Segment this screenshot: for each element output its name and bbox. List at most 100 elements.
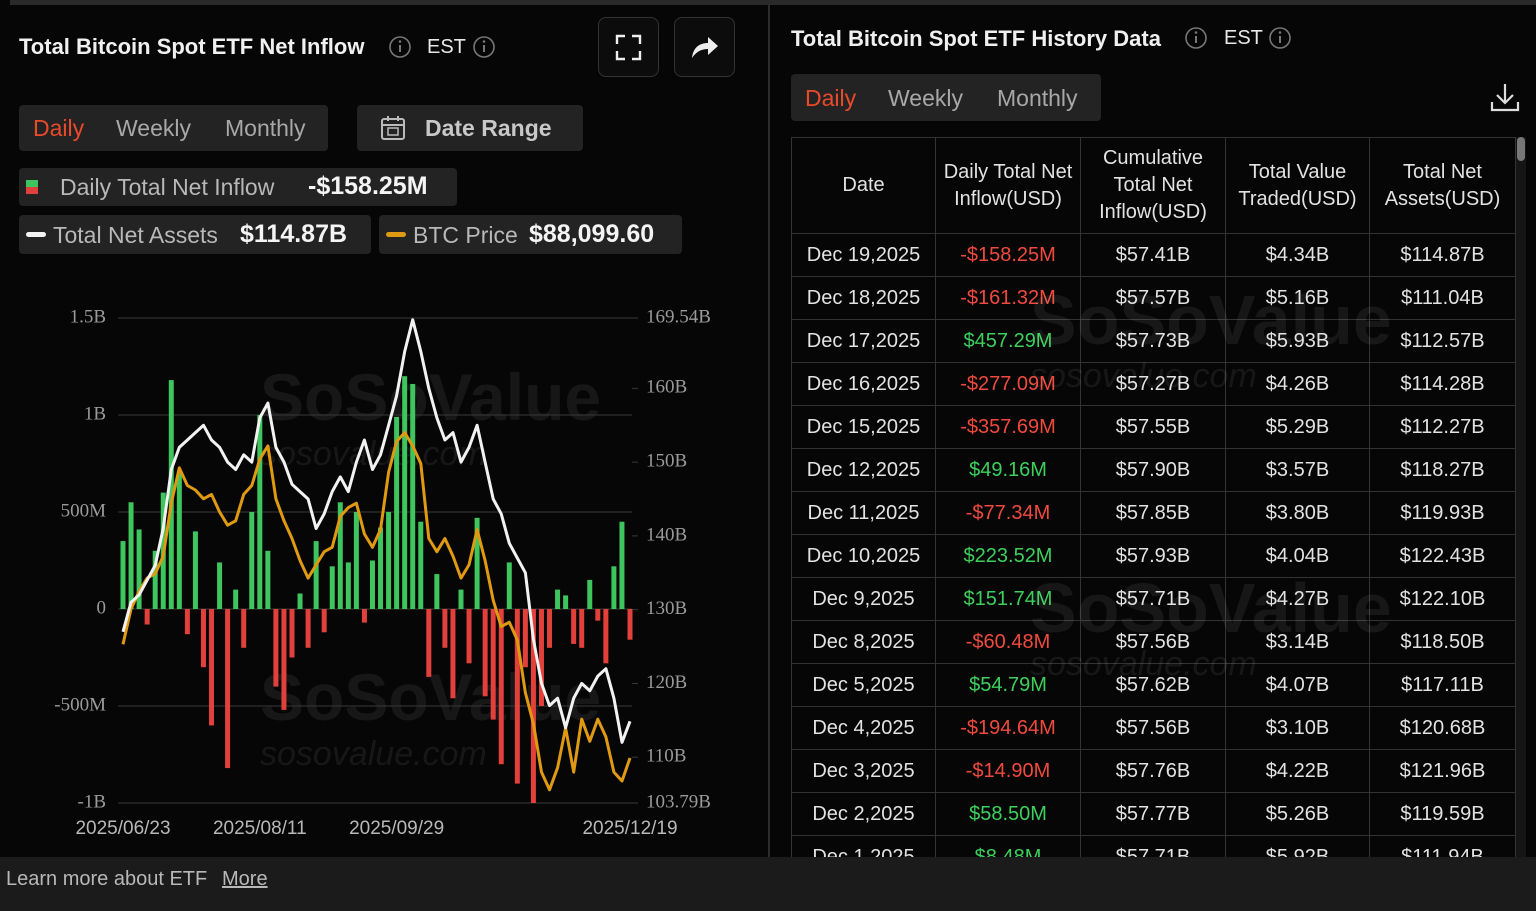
table-cell: $3.10B	[1225, 706, 1370, 750]
timezone: EST	[1224, 27, 1263, 49]
footer-link[interactable]: More	[222, 868, 268, 890]
table-cell: $118.50B	[1369, 620, 1516, 664]
table-row: Dec 2,2025 $58.50M $57.77B $5.26B $119.59B	[791, 792, 1516, 836]
legend-value: $88,099.60	[529, 220, 655, 248]
table-cell: Dec 12,2025	[791, 448, 936, 492]
bar	[241, 609, 247, 648]
table-cell: $111.04B	[1369, 276, 1516, 320]
table-row: Dec 17,2025 $457.29M $57.73B $5.93B $112.57B	[791, 319, 1516, 363]
y2-tick-label: 140B	[646, 524, 687, 545]
table-cell: $4.34B	[1225, 233, 1370, 277]
tab-daily[interactable]: Daily	[33, 115, 85, 141]
table-cell: $8.48M	[935, 835, 1081, 857]
column-header[interactable]: Date	[791, 137, 936, 234]
fullscreen-icon	[615, 34, 642, 61]
tab-monthly[interactable]: Monthly	[997, 85, 1078, 111]
bar	[442, 609, 448, 648]
bar	[434, 574, 440, 609]
date-range-button[interactable]: Date Range	[357, 105, 583, 151]
date-range-label: Date Range	[425, 115, 552, 141]
legend-label: Total Net Assets	[53, 222, 218, 248]
table-cell: $117.11B	[1369, 663, 1516, 707]
table-cell: Dec 2,2025	[791, 792, 936, 836]
bar	[498, 609, 504, 765]
table-cell: Dec 17,2025	[791, 319, 936, 363]
bar	[128, 502, 134, 609]
table-cell: -$357.69M	[935, 405, 1081, 449]
bar	[619, 521, 625, 609]
tab-daily[interactable]: Daily	[805, 85, 857, 111]
fullscreen-button[interactable]	[598, 17, 659, 77]
table-row: Dec 3,2025 -$14.90M $57.76B $4.22B $121.96B	[791, 749, 1516, 793]
info-icon[interactable]	[472, 35, 496, 59]
info-icon[interactable]	[1184, 26, 1208, 50]
bar	[538, 609, 544, 706]
bar	[265, 550, 271, 609]
line	[121, 431, 632, 792]
legend-label: Daily Total Net Inflow	[60, 174, 275, 200]
tab-weekly[interactable]: Weekly	[116, 115, 191, 141]
bar	[611, 566, 617, 609]
bar	[378, 527, 384, 609]
table-cell: $151.74M	[935, 577, 1081, 621]
table-cell: $54.79M	[935, 663, 1081, 707]
legend-value: $114.87B	[240, 220, 348, 248]
bar	[394, 416, 400, 609]
bar	[192, 531, 198, 609]
table-cell: -$158.25M	[935, 233, 1081, 277]
x-tick-label: 2025/08/11	[213, 818, 307, 839]
table-cell: $122.10B	[1369, 577, 1516, 621]
column-header[interactable]: Cumulative Total Net Inflow(USD)	[1080, 137, 1226, 234]
table-cell: $57.56B	[1080, 706, 1226, 750]
table-cell: $121.96B	[1369, 749, 1516, 793]
column-header[interactable]: Total Value Traded(USD)	[1225, 137, 1370, 234]
table-cell: -$161.32M	[935, 276, 1081, 320]
top-strip	[10, 0, 1536, 5]
bar	[120, 541, 126, 609]
info-icon[interactable]	[388, 35, 412, 59]
table-cell: $3.80B	[1225, 491, 1370, 535]
y-tick-label: -1B	[78, 791, 107, 812]
table-title: Total Bitcoin Spot ETF History Data	[791, 26, 1161, 51]
table-row: Dec 10,2025 $223.52M $57.93B $4.04B $122.43B	[791, 534, 1516, 578]
y2-tick-label: 110B	[646, 746, 686, 767]
info-icon[interactable]	[1268, 26, 1292, 50]
download-icon[interactable]	[1488, 80, 1522, 114]
bar	[410, 383, 416, 609]
x-tick-label: 2025/09/29	[349, 818, 444, 839]
bar	[514, 609, 520, 784]
bar	[176, 473, 182, 609]
table-cell: $457.29M	[935, 319, 1081, 363]
legend-swatch	[26, 232, 46, 237]
table-row: Dec 15,2025 -$357.69M $57.55B $5.29B $112.27…	[791, 405, 1516, 449]
divider	[768, 5, 770, 857]
scrollbar-thumb[interactable]	[1517, 137, 1525, 161]
table-cell: Dec 10,2025	[791, 534, 936, 578]
bar	[168, 380, 174, 609]
table-cell: $3.14B	[1225, 620, 1370, 664]
table-cell: -$277.09M	[935, 362, 1081, 406]
tab-monthly[interactable]: Monthly	[225, 115, 306, 141]
table-cell: $4.04B	[1225, 534, 1370, 578]
table-cell: $4.26B	[1225, 362, 1370, 406]
bar	[184, 609, 190, 635]
bar	[458, 589, 464, 609]
table-cell: Dec 15,2025	[791, 405, 936, 449]
tab-weekly[interactable]: Weekly	[888, 85, 963, 111]
table-cell: $4.27B	[1225, 577, 1370, 621]
table-cell: $57.62B	[1080, 663, 1226, 707]
bar	[426, 609, 432, 677]
table-cell: $111.94B	[1369, 835, 1516, 857]
column-header[interactable]: Daily Total Net Inflow(USD)	[935, 137, 1081, 234]
bar	[361, 609, 367, 623]
table-cell: $119.93B	[1369, 491, 1516, 535]
table-cell: -$77.34M	[935, 491, 1081, 535]
bar	[200, 609, 206, 668]
table-cell: $122.43B	[1369, 534, 1516, 578]
y2-tick-label: 150B	[646, 450, 687, 471]
table-cell: $57.77B	[1080, 792, 1226, 836]
table-row: Dec 11,2025 -$77.34M $57.85B $3.80B $119.93B	[791, 491, 1516, 535]
column-header[interactable]: Total Net Assets(USD)	[1369, 137, 1516, 234]
bar	[506, 562, 512, 609]
share-button[interactable]	[674, 17, 735, 77]
